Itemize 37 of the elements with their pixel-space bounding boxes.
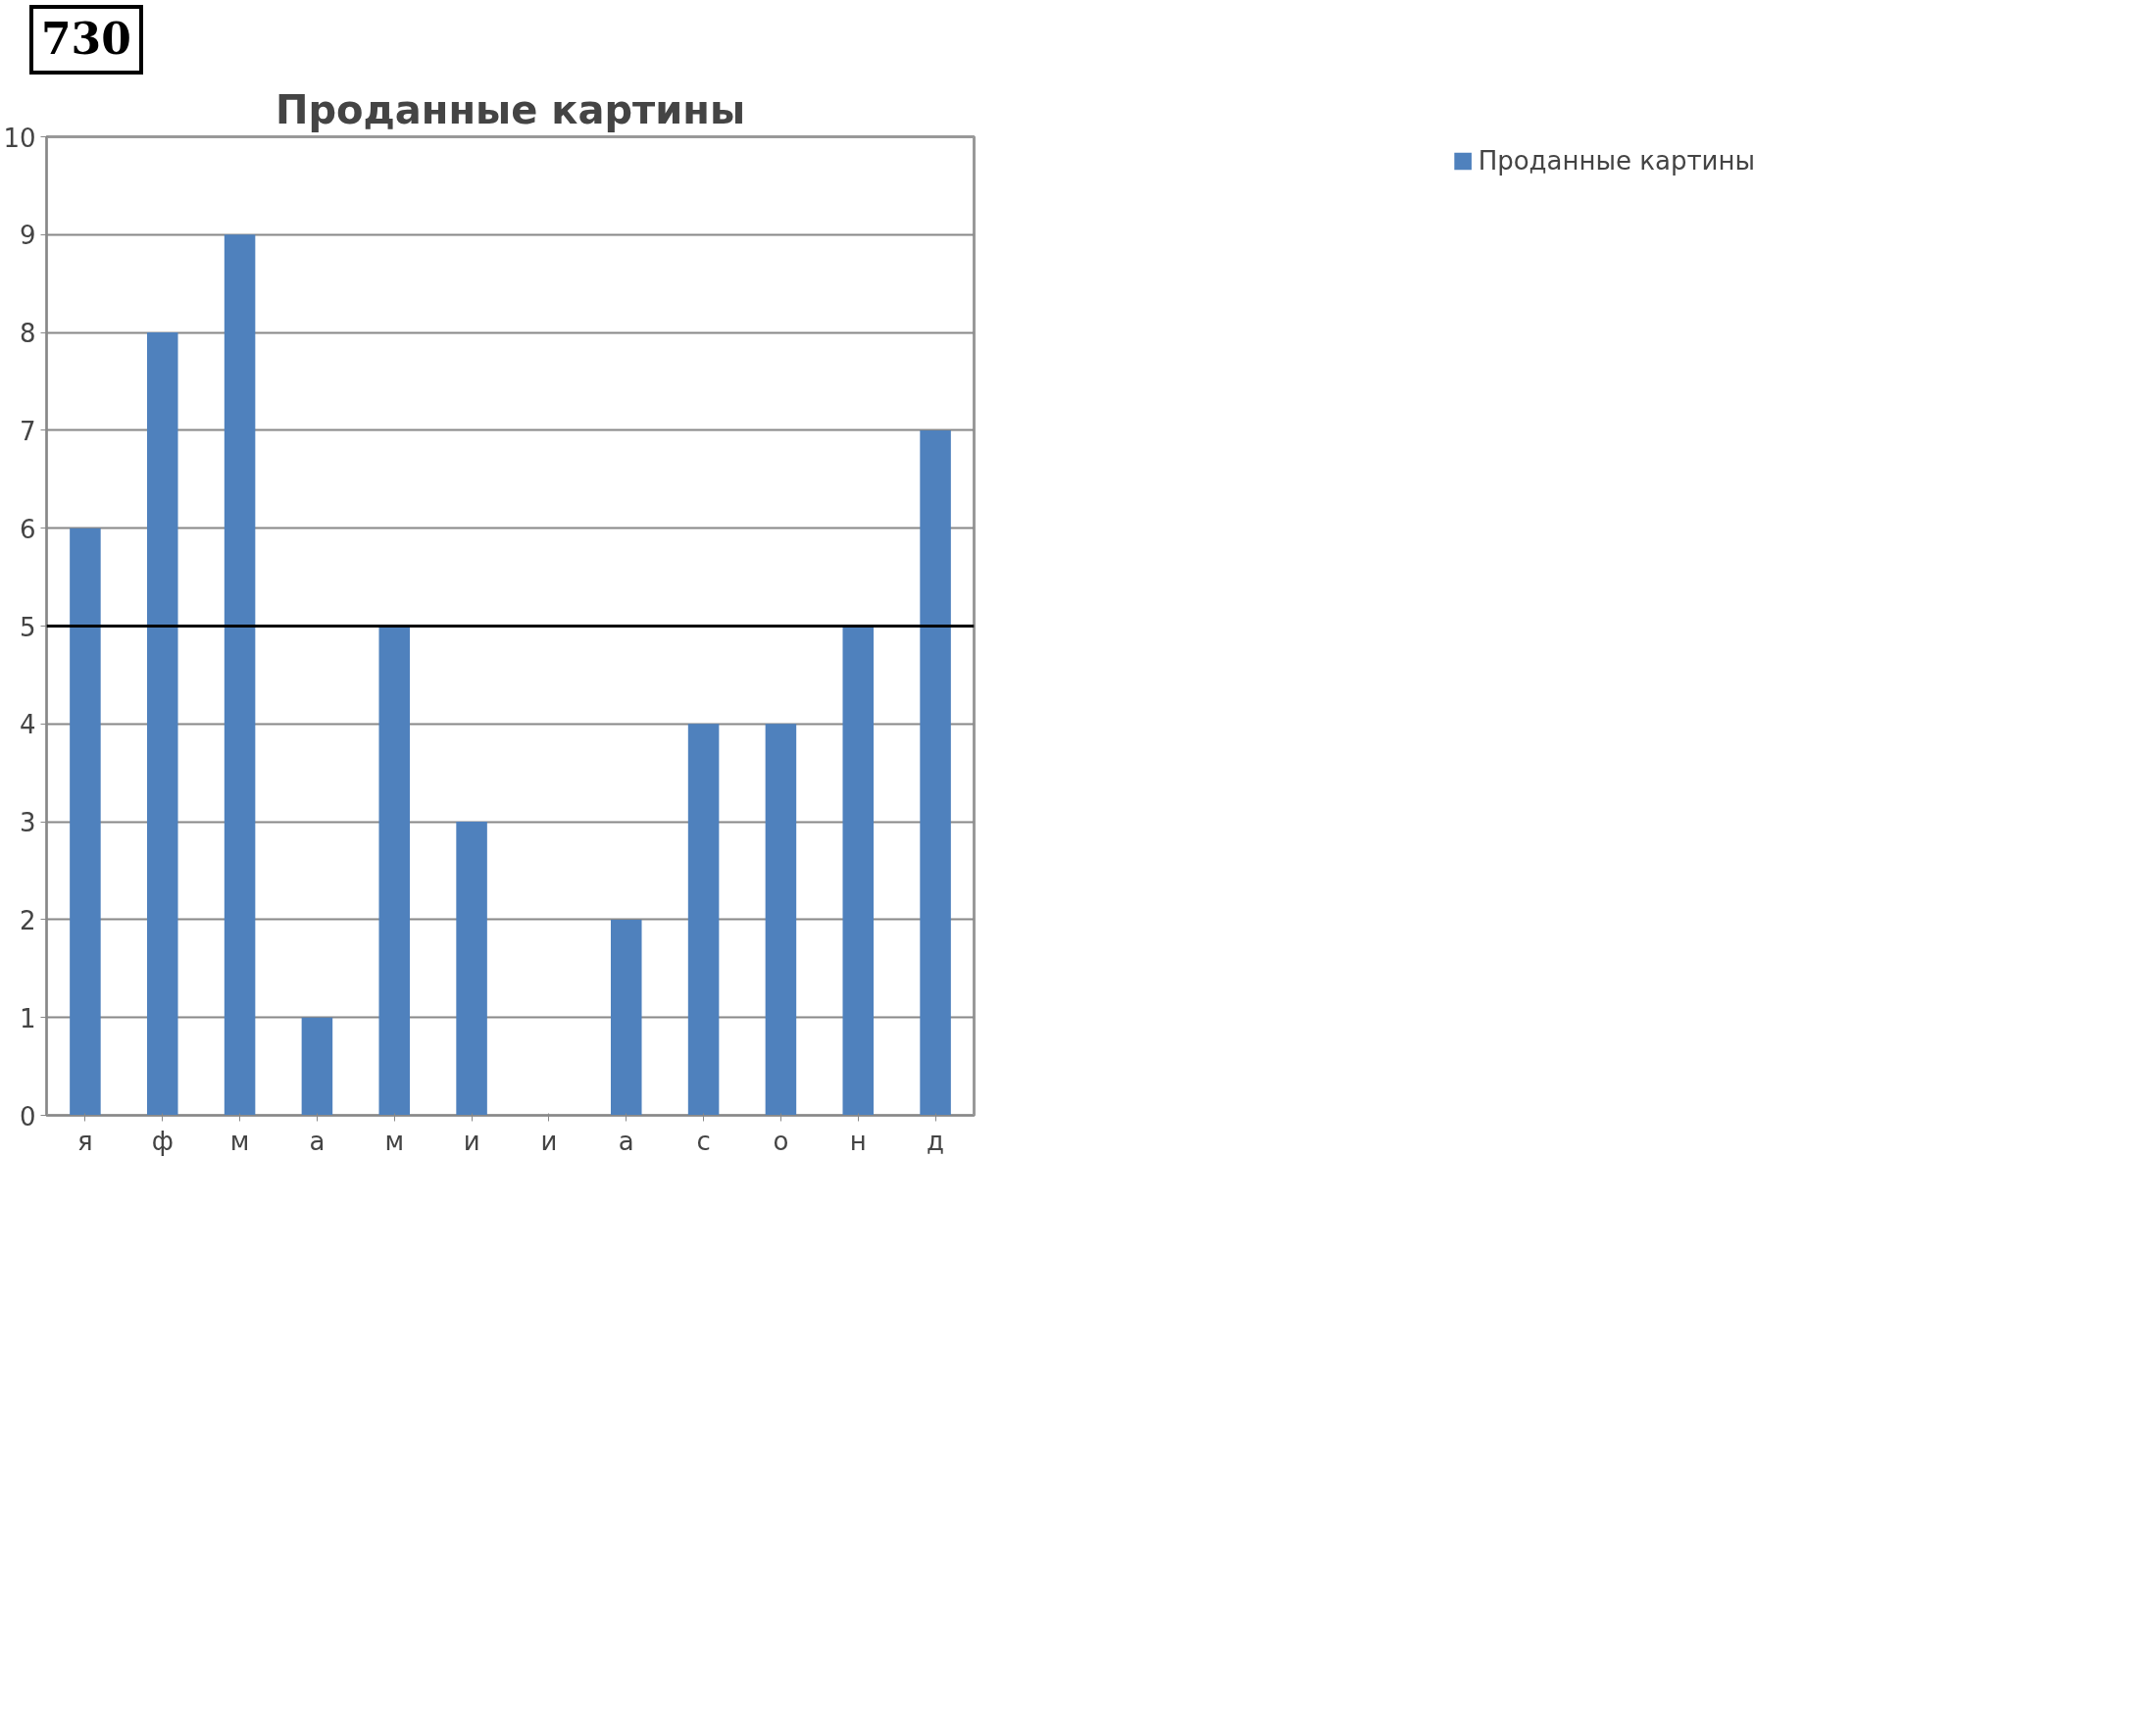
chart-title: Проданные картины (275, 86, 746, 132)
y-tick-label: 2 (19, 905, 36, 935)
x-tick-label: я (77, 1126, 93, 1156)
x-tick-label: с (696, 1126, 711, 1156)
x-tick-label: и (463, 1126, 480, 1156)
x-tick-label: м (384, 1126, 405, 1156)
bar (765, 724, 797, 1116)
x-tick-label: м (229, 1126, 250, 1156)
y-tick-label: 10 (3, 123, 36, 153)
x-tick-label: о (773, 1126, 789, 1156)
x-tick-label: н (849, 1126, 867, 1156)
y-tick-label: 6 (19, 514, 36, 544)
bar (301, 1017, 333, 1116)
x-tick-label: и (540, 1126, 558, 1156)
bar (687, 724, 720, 1116)
x-tick-label: ф (151, 1126, 174, 1156)
bar (456, 821, 487, 1116)
bar (224, 234, 256, 1116)
bar (610, 919, 642, 1116)
bar (378, 626, 411, 1116)
y-tick-label: 0 (19, 1101, 36, 1132)
y-tick-label: 8 (19, 318, 36, 348)
y-tick-label: 4 (19, 710, 36, 740)
bar (70, 528, 101, 1116)
x-tick-label: а (618, 1126, 634, 1156)
legend-label: Проданные картины (1478, 145, 1755, 176)
y-tick-label: 1 (19, 1003, 36, 1033)
y-tick-label: 3 (19, 807, 36, 837)
y-tick-label: 9 (19, 221, 36, 251)
x-tick-label: д (927, 1126, 945, 1156)
y-tick-label: 5 (19, 612, 36, 642)
bar (146, 331, 178, 1116)
x-tick-label: а (309, 1126, 326, 1156)
y-tick-label: 7 (19, 416, 36, 446)
bar (842, 626, 875, 1116)
bar (920, 429, 951, 1116)
text: 730 (41, 13, 131, 66)
